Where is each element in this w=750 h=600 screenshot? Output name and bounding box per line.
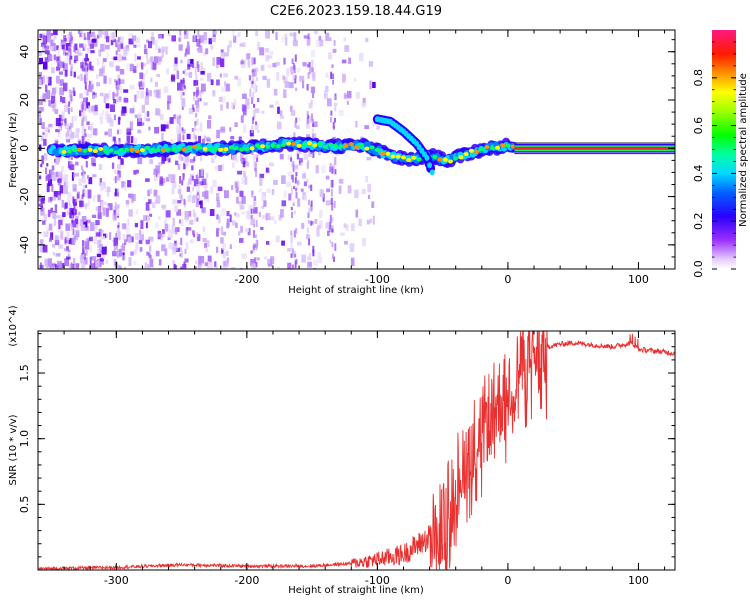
colorbar-label: Normalized spectral amplitude <box>738 73 749 227</box>
spectrogram-x-tick-label: -100 <box>365 273 390 286</box>
snr-x-tick-label: 0 <box>504 574 511 587</box>
snr-frame <box>37 330 676 571</box>
snr-y-tick-label: 1.0 <box>18 430 31 448</box>
spectrogram-frame <box>37 29 676 270</box>
snr-plot-area <box>38 331 675 570</box>
snr-y-tick-label: 0.5 <box>18 496 31 514</box>
spectrogram-x-tick-label: -300 <box>104 273 129 286</box>
snr-x-axis: -300 -200 -100 0 100 <box>37 331 666 587</box>
colorbar-tick-label: 0.4 <box>692 165 705 183</box>
spectrogram-y-tick-label: -40 <box>18 236 31 254</box>
snr-series-line <box>38 331 675 570</box>
spectrogram-y-axis-label: Frequency (Hz) <box>8 112 19 188</box>
spectrogram-ridge <box>46 114 675 176</box>
spectrogram-y-axis: -40 -20 0 20 40 <box>18 39 675 270</box>
spectrogram-x-axis: -300 -200 -100 0 100 <box>37 30 666 286</box>
snr-x-tick-label: 100 <box>628 574 649 587</box>
snr-y-tick-label: 1.5 <box>18 364 31 382</box>
spectrogram-x-tick-label: 0 <box>504 273 511 286</box>
snr-y-axis-label: SNR (10 * v/v) <box>8 414 19 485</box>
snr-y-multiplier: (x10^4) <box>8 305 19 346</box>
snr-x-tick-label: -300 <box>104 574 129 587</box>
colorbar-tick-label: 0.2 <box>692 212 705 230</box>
snr-x-axis-label: Height of straight line (km) <box>288 585 424 596</box>
snr-x-tick-label: -100 <box>365 574 390 587</box>
spectrogram-background-noise <box>38 30 380 269</box>
snr-y-axis: 0.5 1.0 1.5 <box>18 333 675 571</box>
spectrogram-x-tick-label: 100 <box>628 273 649 286</box>
spectrogram-x-axis-label: Height of straight line (km) <box>288 285 424 296</box>
spectrogram-x-tick-label: -200 <box>234 273 259 286</box>
colorbar: 0.0 0.2 0.4 0.6 0.8 Normalized spectral ampl… <box>692 30 749 278</box>
spectrogram-y-tick-label: 40 <box>18 45 31 59</box>
spectrogram-y-tick-label: 20 <box>18 93 31 107</box>
colorbar-tick-label: 0.8 <box>692 69 705 87</box>
spectrogram-y-tick-label: -20 <box>18 188 31 206</box>
snr-x-tick-label: -200 <box>234 574 259 587</box>
colorbar-tick-label: 0.0 <box>692 260 705 278</box>
colorbar-gradient <box>712 30 736 269</box>
colorbar-ticks: 0.0 0.2 0.4 0.6 0.8 <box>692 41 736 278</box>
snr-panel: -300 -200 -100 0 100 0.5 1.0 1.5 Height of str… <box>8 305 676 596</box>
spectrogram-y-tick-label: 0 <box>18 145 31 152</box>
colorbar-tick-label: 0.6 <box>692 117 705 135</box>
figure-title: C2E6.2023.159.18.44.G19 <box>270 4 442 19</box>
